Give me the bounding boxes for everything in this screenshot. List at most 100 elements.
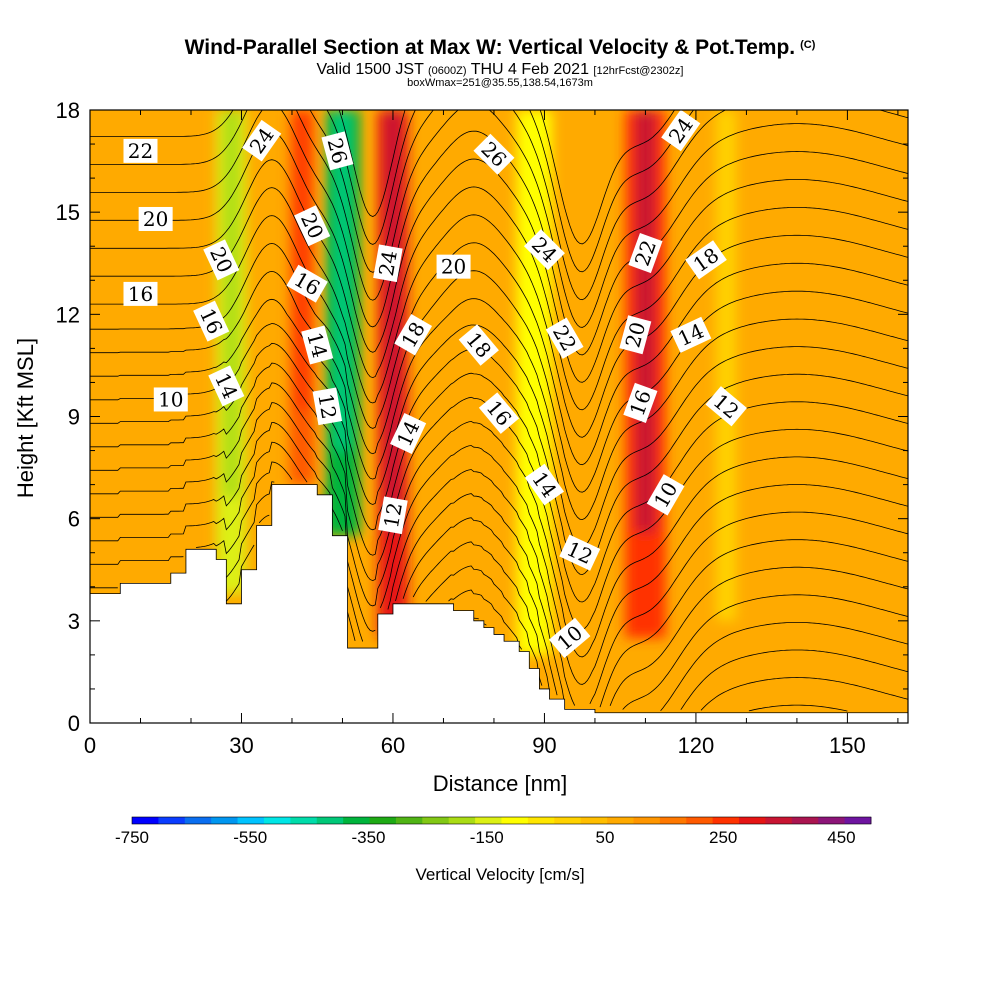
contour-label-box bbox=[619, 315, 652, 355]
valid-date: THU 4 Feb 2021 bbox=[470, 61, 589, 78]
colorbar-tick-label: 450 bbox=[827, 828, 855, 847]
theta-contour-9 bbox=[347, 611, 356, 641]
theta-contour-6 bbox=[226, 544, 255, 602]
y-tick-label: 9 bbox=[68, 405, 80, 430]
colorbar-swatch bbox=[712, 817, 740, 824]
contour-label-box bbox=[478, 392, 520, 434]
contour-label-11: 14 bbox=[301, 325, 334, 365]
valid-utc: (0600Z) bbox=[428, 65, 467, 77]
theta-contour-4 bbox=[483, 623, 487, 626]
theta-contour-5 bbox=[448, 589, 523, 650]
theta-contour-10 bbox=[90, 421, 343, 532]
contour-label-box bbox=[123, 281, 158, 306]
colorbar-tick-label: -350 bbox=[351, 828, 385, 847]
chart-title-text: Wind-Parallel Section at Max W: Vertical… bbox=[184, 36, 796, 59]
valid-time-line: Valid 1500 JST (0600Z) THU 4 Feb 2021 [1… bbox=[0, 61, 1000, 79]
contour-label-text: 22 bbox=[128, 139, 153, 163]
contour-label-box bbox=[294, 205, 331, 247]
colorbar-swatch bbox=[184, 817, 212, 824]
theta-contour-9 bbox=[395, 493, 565, 704]
colorbar-swatch bbox=[475, 817, 502, 824]
y-tick-label: 18 bbox=[56, 98, 80, 123]
valid-prefix: Valid 1500 JST bbox=[316, 61, 424, 78]
contour-label-box bbox=[646, 474, 685, 516]
field-core-3 bbox=[385, 110, 401, 533]
contour-label-box bbox=[436, 254, 471, 279]
colorbar-swatch bbox=[580, 817, 608, 824]
contour-label-0: 22 bbox=[123, 138, 158, 163]
contour-label-box bbox=[321, 131, 354, 171]
contour-label-box bbox=[559, 534, 601, 571]
theta-contours bbox=[90, 95, 908, 712]
contour-label-box bbox=[153, 387, 188, 412]
theta-contour-17 bbox=[90, 270, 908, 521]
theta-contour-26 bbox=[326, 110, 416, 245]
contour-label-3: 10 bbox=[153, 387, 188, 412]
contour-label-text: 16 bbox=[128, 282, 153, 306]
contour-label-text: 24 bbox=[374, 249, 402, 278]
valid-fcst: [12hrFcst@2302z] bbox=[593, 65, 684, 77]
contour-label-box bbox=[138, 206, 173, 231]
colorbar-swatch bbox=[633, 817, 661, 824]
colorbar-tick-label: 50 bbox=[595, 828, 614, 847]
colorbar-swatch bbox=[132, 817, 159, 824]
x-tick-label: 60 bbox=[381, 733, 405, 758]
terrain bbox=[90, 484, 908, 723]
contour-label-text: 12 bbox=[379, 501, 407, 530]
theta-contour-26 bbox=[90, 95, 224, 109]
colorbar-swatch bbox=[818, 817, 846, 824]
contour-label-box bbox=[203, 239, 240, 281]
colorbar-swatch bbox=[791, 817, 819, 824]
theta-contour-25 bbox=[90, 110, 234, 138]
colorbar-swatch bbox=[422, 817, 450, 824]
colorbar-swatch bbox=[739, 817, 766, 824]
colorbar-swatch bbox=[448, 817, 476, 824]
colorbar-swatch bbox=[263, 817, 291, 824]
colorbar-swatch bbox=[237, 817, 265, 824]
theta-contour-11 bbox=[90, 402, 376, 632]
colorbar-swatch bbox=[527, 817, 555, 824]
contour-label-15: 14 bbox=[390, 413, 427, 455]
colorbar-swatch bbox=[844, 817, 872, 824]
contour-label-box bbox=[373, 244, 403, 283]
colorbar-swatch bbox=[607, 817, 634, 824]
theta-contour-24 bbox=[90, 110, 248, 165]
contour-label-text: 12 bbox=[313, 392, 341, 421]
colorbar-swatch bbox=[158, 817, 186, 824]
theta-contour-18 bbox=[90, 243, 908, 493]
contour-label-box bbox=[473, 133, 515, 175]
colorbar-tick-label: -550 bbox=[233, 828, 267, 847]
y-tick-label: 15 bbox=[56, 200, 80, 225]
contour-label-box bbox=[242, 119, 282, 162]
contour-label-box bbox=[123, 138, 158, 163]
colorbar: -750 -550 -350 -150 50 250 450 bbox=[115, 816, 872, 847]
theta-contour-19 bbox=[90, 215, 908, 466]
theta-contour-3 bbox=[748, 704, 848, 712]
x-tick-label: 120 bbox=[678, 733, 715, 758]
theta-contour-12 bbox=[90, 382, 908, 658]
contour-label-box bbox=[548, 617, 591, 658]
colorbar-swatch bbox=[554, 817, 582, 824]
contour-label-box bbox=[208, 365, 245, 407]
theta-contour-4 bbox=[473, 617, 479, 620]
colorbar-swatch bbox=[659, 817, 687, 824]
contour-label-text: 10 bbox=[158, 387, 183, 411]
contour-label-box bbox=[524, 463, 565, 506]
theta-contour-27 bbox=[539, 110, 675, 245]
colorbar-swatch bbox=[343, 817, 370, 824]
contour-label-box bbox=[685, 240, 727, 280]
colorbar-swatch bbox=[395, 817, 423, 824]
theta-contour-22 bbox=[90, 131, 908, 383]
contour-label-box bbox=[670, 316, 712, 353]
contour-label-box bbox=[193, 300, 230, 342]
chart-title: Wind-Parallel Section at Max W: Vertical… bbox=[0, 36, 1000, 60]
field-band-4 bbox=[516, 110, 553, 655]
colorbar-swatch bbox=[369, 817, 397, 824]
theta-contour-9 bbox=[90, 441, 308, 542]
theta-contour-24 bbox=[295, 110, 908, 328]
contour-label-12: 12 bbox=[312, 387, 343, 426]
x-axis-title: Distance [nm] bbox=[433, 771, 568, 796]
axes: 0 30 60 90 120 150 0 3 6 9 12 15 18 bbox=[56, 98, 908, 758]
theta-contour-25 bbox=[512, 110, 908, 301]
